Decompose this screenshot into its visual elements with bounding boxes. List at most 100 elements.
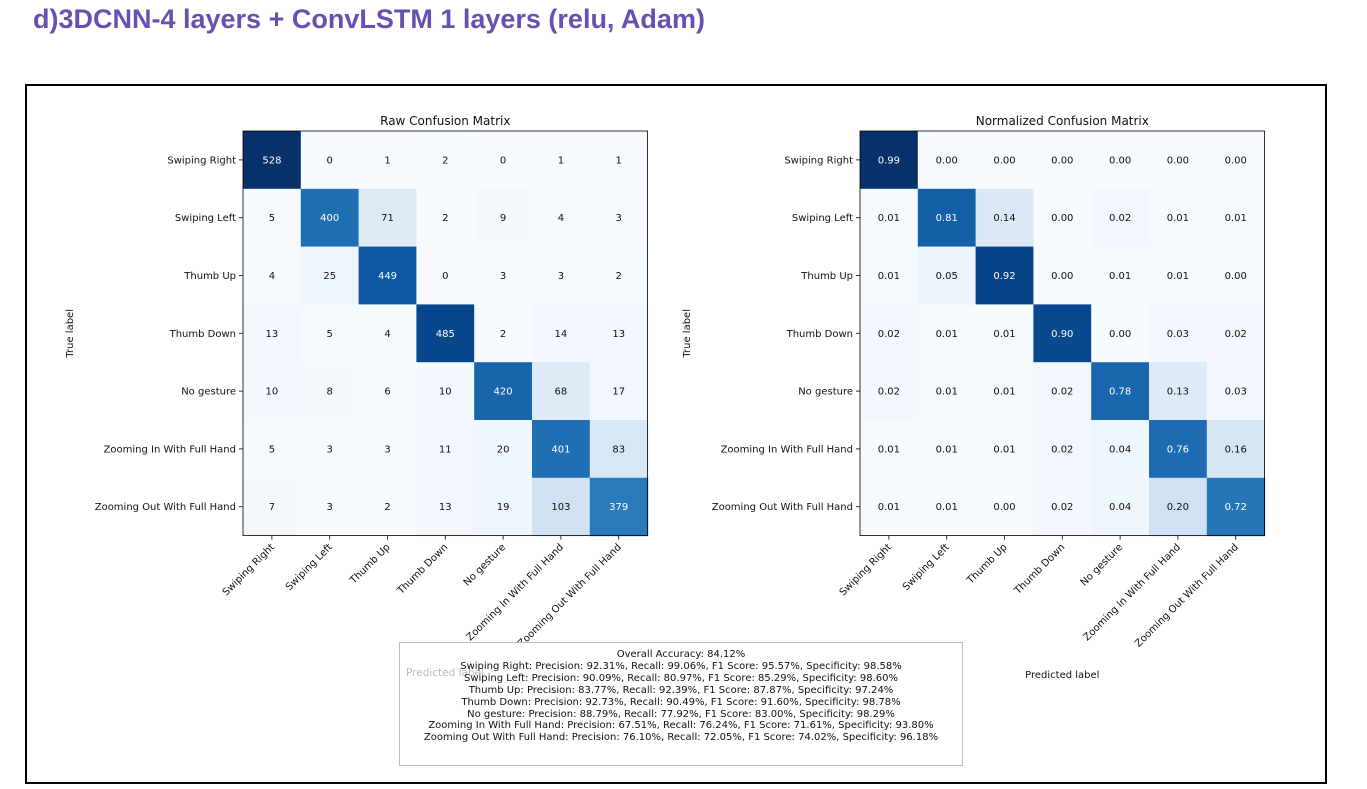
cell-value-label: 10 xyxy=(266,387,279,398)
heatmap-cell xyxy=(975,477,1034,537)
y-tick-label: Zooming Out With Full Hand xyxy=(712,502,853,513)
heatmap-cell xyxy=(860,188,919,248)
heatmap-cell xyxy=(300,477,360,537)
heatmap-cell xyxy=(975,304,1034,363)
heatmap-cell xyxy=(1149,362,1208,421)
cell-value-label: 0.00 xyxy=(993,502,1015,513)
heatmap-cell xyxy=(860,477,919,537)
cell-value-label: 0.92 xyxy=(993,271,1015,282)
cell-value-label: 9 xyxy=(500,213,506,224)
heatmap-cell xyxy=(1091,246,1150,305)
cell-value-label: 0.01 xyxy=(878,502,900,513)
figure-frame: Raw Confusion Matrix 528 0 1 2 0 1 1 5 400 71 2 9 4 3 4… xyxy=(25,84,1327,784)
heatmap-cell xyxy=(358,246,417,305)
heatmap-cell xyxy=(1091,420,1150,479)
heatmap-cell xyxy=(358,477,417,537)
y-tick-label: Zooming In With Full Hand xyxy=(721,444,853,455)
heatmap-cell xyxy=(975,420,1034,479)
cell-value-label: 3 xyxy=(327,444,333,455)
heatmap-cell xyxy=(1091,362,1150,421)
y-tick-label: Zooming In With Full Hand xyxy=(104,444,236,455)
cell-value-label: 3 xyxy=(558,271,564,282)
y-tick-label: No gesture xyxy=(181,387,236,398)
cell-value-label: 11 xyxy=(439,444,452,455)
heatmap-cell xyxy=(243,246,302,305)
cell-value-label: 0.01 xyxy=(1225,213,1247,224)
class-metric-line: No gesture: Precision: 88.79%, Recall: 7… xyxy=(467,708,895,720)
heatmap-cell xyxy=(1149,477,1208,537)
heatmap-cell xyxy=(532,420,591,479)
heatmap-cell xyxy=(416,246,475,305)
cell-value-label: 1 xyxy=(384,155,390,166)
cell-value-label: 0.00 xyxy=(1109,329,1131,340)
heatmap-cell xyxy=(917,131,977,190)
heatmap-cell xyxy=(1033,304,1092,363)
cell-value-label: 1 xyxy=(616,155,622,166)
cell-value-label: 0.14 xyxy=(993,213,1015,224)
heatmap-cell xyxy=(300,188,360,248)
cell-value-label: 0.01 xyxy=(1109,271,1131,282)
heatmap-cell xyxy=(1033,131,1092,190)
obscured-x-axis-label: Predicted label xyxy=(406,667,485,679)
heatmap-cell xyxy=(917,420,977,479)
cell-value-label: 0.02 xyxy=(1051,502,1073,513)
cell-value-label: 0.01 xyxy=(936,444,958,455)
cell-value-label: 0.03 xyxy=(1225,387,1247,398)
cell-value-label: 0.76 xyxy=(1167,444,1189,455)
heatmap-cell xyxy=(474,246,533,305)
cell-value-label: 3 xyxy=(327,502,333,513)
heatmap-cell xyxy=(1091,188,1150,248)
cell-value-label: 13 xyxy=(266,329,279,340)
class-metric-line: Zooming In With Full Hand: Precision: 67… xyxy=(428,720,934,732)
cell-value-label: 0.72 xyxy=(1225,502,1247,513)
y-tick-label: Swiping Right xyxy=(167,155,236,166)
heatmap-cell xyxy=(243,131,302,190)
cell-value-label: 0.99 xyxy=(878,155,900,166)
cell-value-label: 2 xyxy=(384,502,390,513)
heatmap-cell xyxy=(358,362,417,421)
x-tick-label: Thumb Down xyxy=(1012,542,1067,597)
heatmap-cell xyxy=(358,420,417,479)
cell-value-label: 13 xyxy=(439,502,452,513)
cell-value-label: 0.02 xyxy=(878,387,900,398)
cell-value-label: 5 xyxy=(269,213,275,224)
cell-value-label: 400 xyxy=(320,213,339,224)
cell-value-label: 0.03 xyxy=(1167,329,1189,340)
x-tick-label: Swiping Right xyxy=(838,542,894,598)
heatmap-cell xyxy=(300,420,360,479)
heatmap-cell xyxy=(589,188,649,248)
y-tick-label: Swiping Left xyxy=(175,213,236,224)
heatmap-cell xyxy=(1206,362,1266,421)
heatmap-cell xyxy=(860,246,919,305)
cell-value-label: 5 xyxy=(327,329,333,340)
cell-value-label: 17 xyxy=(612,387,625,398)
cell-value-label: 3 xyxy=(500,271,506,282)
cell-value-label: 2 xyxy=(442,213,448,224)
cell-value-label: 379 xyxy=(609,502,628,513)
cell-value-label: 71 xyxy=(381,213,394,224)
x-tick-label: Swiping Left xyxy=(901,542,952,593)
x-tick-label: Swiping Right xyxy=(221,542,277,598)
heatmap-cell xyxy=(358,304,417,363)
heatmap-cell xyxy=(1033,477,1092,537)
heatmap-cell xyxy=(474,304,533,363)
cell-value-label: 7 xyxy=(269,502,275,513)
heatmap-cell xyxy=(358,188,417,248)
heatmap-cell xyxy=(416,420,475,479)
cell-value-label: 0.00 xyxy=(1225,271,1247,282)
heatmap-cell xyxy=(532,131,591,190)
heatmap-cell xyxy=(589,420,649,479)
heatmap-cell xyxy=(243,420,302,479)
cell-value-label: 0 xyxy=(500,155,506,166)
y-axis-label: True label xyxy=(65,309,76,359)
heatmap-cell xyxy=(917,304,977,363)
heatmap-cell xyxy=(860,131,919,190)
class-metric-line: Zooming Out With Full Hand: Precision: 7… xyxy=(423,732,939,744)
heatmap-cell xyxy=(532,246,591,305)
heatmap-cell xyxy=(474,131,533,190)
cell-value-label: 0.02 xyxy=(1109,213,1131,224)
cell-value-label: 401 xyxy=(551,444,570,455)
overall-accuracy-line: Overall Accuracy: 84.12% xyxy=(616,649,746,660)
heatmap-cell xyxy=(917,246,977,305)
heatmap-cell xyxy=(1206,246,1266,305)
